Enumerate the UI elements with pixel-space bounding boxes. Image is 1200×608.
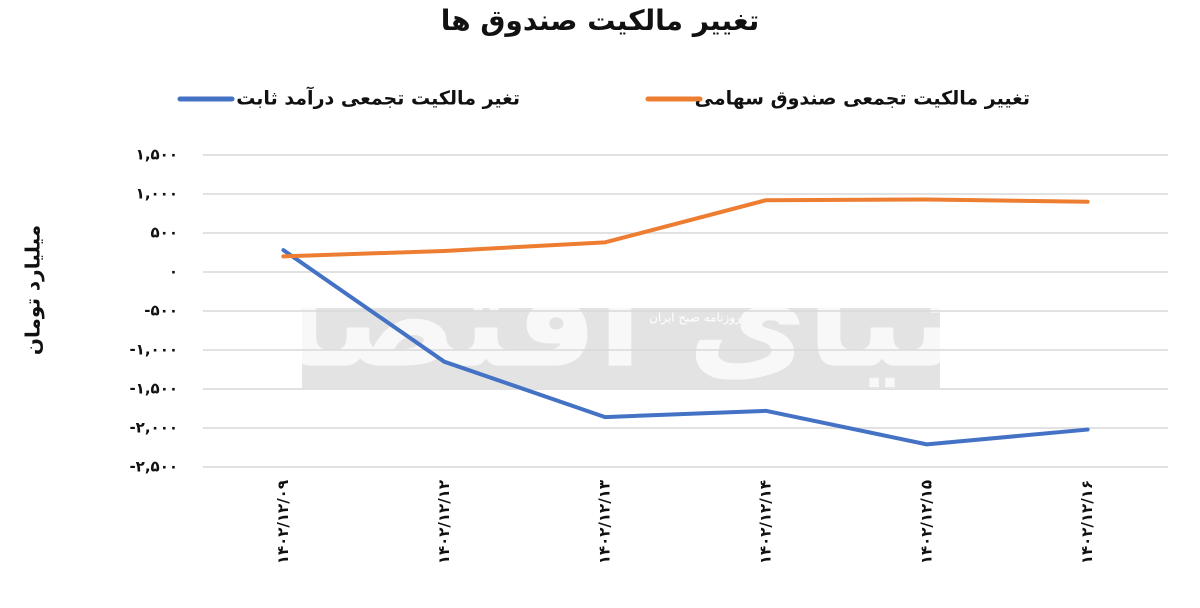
y-tick-label: -۱,۵۰۰ [129, 380, 178, 398]
x-tick-label: ۱۴۰۲/۱۲/۱۶ [1078, 480, 1096, 564]
x-tick-label: ۱۴۰۲/۱۲/۱۳ [596, 480, 614, 564]
y-tick-label: ۱,۰۰۰ [136, 185, 178, 203]
y-tick-label: -۲,۵۰۰ [129, 458, 178, 476]
series-line [281, 197, 1090, 259]
legend-label: تغییر مالکیت تجمعی صندوق سهامی [695, 88, 1030, 110]
y-tick-label: -۱,۰۰۰ [129, 341, 178, 359]
watermark-subtitle: روزنامه صبح ایران [649, 311, 741, 326]
chart-title: تغییر مالکیت صندوق ها [441, 4, 760, 37]
series-line [281, 248, 1090, 447]
x-tick-label: ۱۴۰۲/۱۲/۱۵ [917, 480, 935, 564]
y-tick-label: ۰ [169, 263, 178, 281]
x-tick-label: ۱۴۰۲/۱۲/۰۹ [274, 480, 292, 564]
y-tick-label: ۵۰۰ [151, 224, 178, 242]
watermark-band [302, 308, 940, 388]
y-tick-label: ۱,۵۰۰ [136, 146, 178, 164]
y-tick-label: -۵۰۰ [144, 302, 178, 320]
x-tick-label: ۱۴۰۲/۱۲/۱۲ [435, 480, 453, 564]
y-axis-label: میلیارد تومان [21, 225, 45, 355]
y-tick-label: -۲,۰۰۰ [129, 419, 178, 437]
legend-label: تغیر مالکیت تجمعی درآمد ثابت [236, 86, 520, 110]
x-tick-label: ۱۴۰۲/۱۲/۱۴ [756, 480, 774, 564]
watermark: دنیای اقتصاد [216, 245, 1024, 397]
